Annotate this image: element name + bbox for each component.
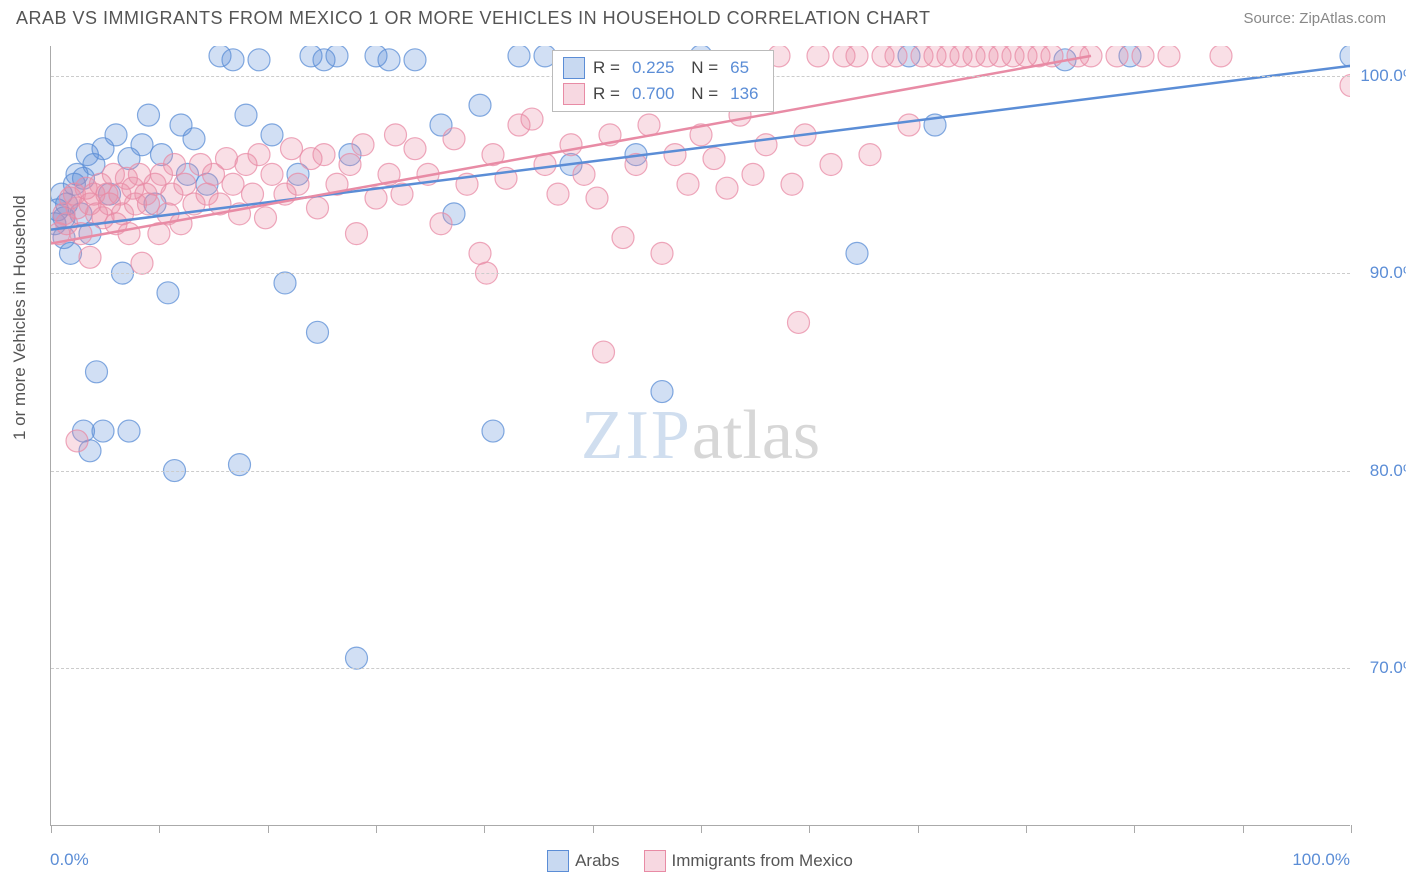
legend-item-arabs: Arabs [547,850,619,872]
chart-plot-area: ZIPatlas 70.0%80.0%90.0%100.0% [50,46,1350,826]
scatter-svg [51,46,1350,825]
legend-swatch-arabs [563,57,585,79]
correlation-legend: R = 0.225 N = 65 R = 0.700 N = 136 [552,50,774,112]
chart-header: ARAB VS IMMIGRANTS FROM MEXICO 1 OR MORE… [0,0,1406,33]
legend-row-arabs: R = 0.225 N = 65 [563,55,763,81]
legend-row-mexico: R = 0.700 N = 136 [563,81,763,107]
legend-swatch-mexico-b [644,850,666,872]
series-legend: Arabs Immigrants from Mexico [50,850,1350,872]
chart-title: ARAB VS IMMIGRANTS FROM MEXICO 1 OR MORE… [16,8,930,29]
legend-swatch-mexico [563,83,585,105]
chart-source: Source: ZipAtlas.com [1243,10,1386,27]
legend-item-mexico: Immigrants from Mexico [644,850,853,872]
legend-swatch-arabs-b [547,850,569,872]
y-axis-label: 1 or more Vehicles in Household [10,195,30,440]
